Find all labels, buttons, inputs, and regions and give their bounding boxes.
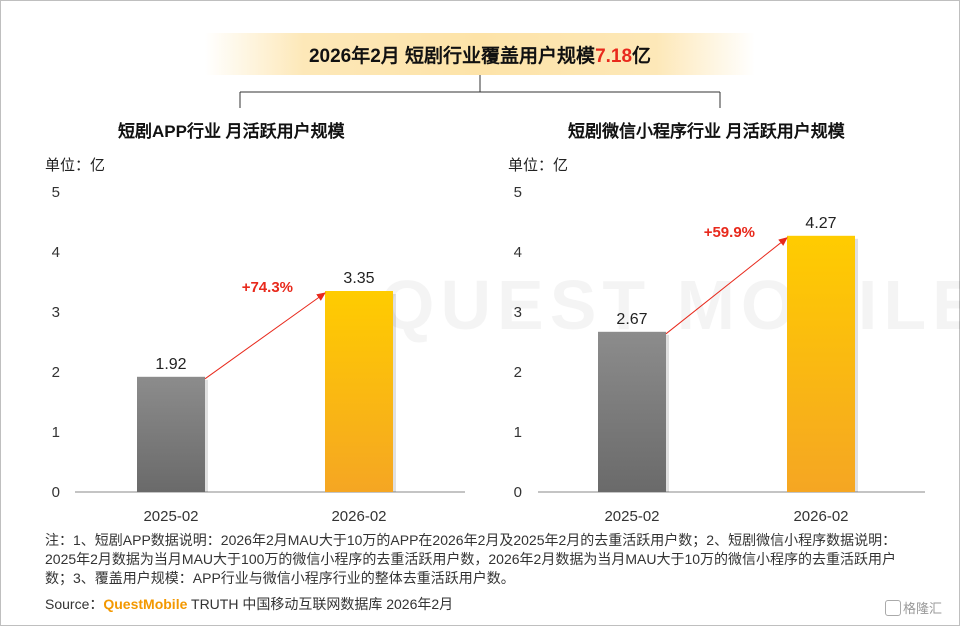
x-tick-label: 2026-02: [331, 508, 386, 525]
y-tick-label: 3: [52, 304, 60, 321]
y-tick-label: 1: [52, 424, 60, 441]
bar-2026-02: [325, 291, 393, 492]
bar-2025-02: [137, 376, 205, 492]
publisher-logo: 格隆汇: [885, 598, 942, 617]
footnote: 注：1、短剧APP数据说明：2026年2月MAU大于10万的APP在2026年2…: [45, 532, 897, 586]
y-tick-label: 5: [514, 184, 522, 201]
logo-icon: [885, 600, 901, 616]
growth-arrow: [204, 292, 326, 380]
headline-suffix: 亿: [632, 45, 652, 67]
y-tick-label: 5: [52, 184, 60, 201]
value-label: 3.35: [343, 270, 374, 287]
y-tick-label: 2: [52, 364, 60, 381]
y-tick-label: 0: [52, 484, 60, 501]
source-brand: QuestMobile: [103, 596, 188, 612]
y-tick-label: 4: [514, 244, 522, 261]
x-tick-label: 2025-02: [143, 508, 198, 525]
bar-2026-02: [787, 235, 855, 493]
source-rest: TRUTH 中国移动互联网数据库 2026年2月: [187, 596, 454, 612]
chart-title-app: 短剧APP行业 月活跃用户规模: [118, 122, 345, 141]
value-label: 2.67: [616, 311, 647, 328]
y-tick-label: 2: [514, 364, 522, 381]
growth-label: +59.9%: [704, 224, 755, 241]
y-tick-label: 3: [514, 304, 522, 321]
value-label: 1.92: [155, 356, 186, 373]
value-label: 4.27: [805, 215, 836, 232]
headline-banner: 2026年2月 短剧行业覆盖用户规模7.18亿: [205, 33, 755, 75]
unit-label-miniprogram: 单位：亿: [508, 157, 569, 174]
headline-value: 7.18: [595, 45, 633, 67]
source-label: Source：: [45, 596, 104, 612]
y-tick-label: 0: [514, 484, 522, 501]
y-tick-label: 4: [52, 244, 60, 261]
bar-2025-02: [598, 331, 666, 492]
growth-arrow: [665, 237, 788, 335]
unit-label-app: 单位：亿: [45, 157, 106, 174]
headline-text: 2026年2月 短剧行业覆盖用户规模7.18亿: [309, 41, 651, 68]
x-tick-label: 2025-02: [604, 508, 659, 525]
x-tick-label: 2026-02: [793, 508, 848, 525]
headline-prefix: 2026年2月 短剧行业覆盖用户规模: [308, 45, 596, 67]
y-tick-label: 1: [514, 424, 522, 441]
chart-title-miniprogram: 短剧微信小程序行业 月活跃用户规模: [568, 122, 845, 141]
source-line: Source：QuestMobile TRUTH 中国移动互联网数据库 2026…: [45, 594, 453, 614]
growth-label: +74.3%: [242, 279, 293, 296]
logo-text: 格隆汇: [903, 601, 943, 616]
